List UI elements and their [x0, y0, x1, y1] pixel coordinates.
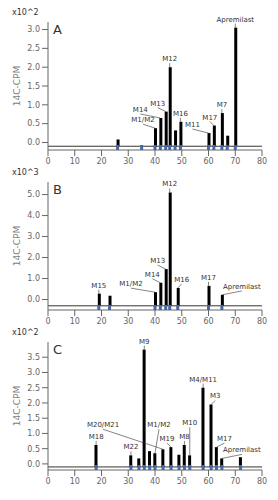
svg-text:M17: M17: [201, 274, 216, 282]
svg-text:20: 20: [96, 317, 106, 326]
html-text:x10^3: x10^3: [12, 168, 39, 177]
svg-text:M4/M11: M4/M11: [189, 376, 217, 384]
svg-text:50: 50: [177, 317, 187, 326]
svg-text:60: 60: [203, 157, 213, 166]
svg-text:M15: M15: [91, 282, 106, 290]
svg-text:1.0: 1.0: [27, 274, 40, 283]
svg-text:50: 50: [177, 477, 187, 486]
svg-text:40: 40: [150, 317, 160, 326]
svg-text:70: 70: [230, 477, 240, 486]
svg-text:50: 50: [177, 157, 187, 166]
svg-text:2.0: 2.0: [27, 253, 40, 262]
svg-text:M8: M8: [179, 433, 190, 441]
svg-text:M10: M10: [182, 419, 197, 427]
svg-text:70: 70: [230, 317, 240, 326]
html-text:A: A: [53, 22, 62, 37]
svg-text:2.0: 2.0: [27, 399, 40, 408]
svg-text:M9: M9: [139, 338, 150, 346]
svg-text:0.0: 0.0: [27, 460, 40, 469]
svg-text:M22: M22: [123, 443, 138, 451]
svg-text:40: 40: [150, 477, 160, 486]
svg-text:10: 10: [70, 477, 80, 486]
svg-text:40: 40: [150, 157, 160, 166]
svg-text:3.0: 3.0: [27, 25, 40, 34]
svg-text:2.5: 2.5: [27, 44, 40, 53]
svg-text:M17: M17: [217, 435, 232, 443]
svg-text:20: 20: [96, 157, 106, 166]
svg-text:M1/M2: M1/M2: [131, 116, 154, 124]
svg-text:M17: M17: [202, 114, 217, 122]
svg-text:0.5: 0.5: [27, 445, 40, 454]
svg-text:80: 80: [257, 317, 267, 326]
svg-text:20: 20: [96, 477, 106, 486]
svg-text:Apremilast: Apremilast: [223, 283, 261, 291]
svg-text:M20/M21: M20/M21: [87, 421, 119, 429]
svg-text:1.5: 1.5: [27, 82, 40, 91]
svg-text:80: 80: [257, 477, 267, 486]
svg-text:0.0: 0.0: [27, 295, 40, 304]
svg-text:3.0: 3.0: [27, 368, 40, 377]
svg-text:0: 0: [45, 317, 50, 326]
svg-text:14C-CPM: 14C-CPM: [12, 226, 22, 266]
svg-text:M16: M16: [174, 276, 189, 284]
svg-text:70: 70: [230, 157, 240, 166]
svg-text:1.5: 1.5: [27, 414, 40, 423]
svg-text:M7: M7: [217, 101, 228, 109]
html-text:x10^2: x10^2: [12, 8, 39, 17]
svg-text:14C-CPM: 14C-CPM: [12, 66, 22, 106]
svg-text:1.0: 1.0: [27, 429, 40, 438]
svg-text:M14: M14: [145, 271, 160, 279]
svg-text:30: 30: [123, 157, 133, 166]
svg-text:2.0: 2.0: [27, 63, 40, 72]
svg-text:14C-CPM: 14C-CPM: [12, 386, 22, 426]
svg-text:60: 60: [203, 477, 213, 486]
svg-text:M19: M19: [160, 435, 175, 443]
svg-text:0.5: 0.5: [27, 119, 40, 128]
svg-text:M1/M2: M1/M2: [147, 421, 170, 429]
svg-text:M3: M3: [210, 392, 221, 400]
html-text:x10^2: x10^2: [12, 328, 39, 337]
html-text:B: B: [53, 182, 62, 197]
svg-text:M16: M16: [173, 110, 188, 118]
svg-text:3.0: 3.0: [27, 232, 40, 241]
svg-text:M13: M13: [150, 257, 165, 265]
svg-text:0: 0: [45, 157, 50, 166]
svg-text:M12: M12: [162, 180, 177, 188]
svg-text:10: 10: [70, 157, 80, 166]
svg-text:M1/M2: M1/M2: [119, 280, 142, 288]
svg-text:80: 80: [257, 157, 267, 166]
svg-text:4.0: 4.0: [27, 211, 40, 220]
svg-text:5.0: 5.0: [27, 190, 40, 199]
svg-text:0.0: 0.0: [27, 138, 40, 147]
svg-text:M11: M11: [185, 121, 200, 129]
svg-text:1.0: 1.0: [27, 101, 40, 110]
html-text:C: C: [53, 342, 63, 357]
svg-text:M18: M18: [89, 433, 104, 441]
svg-text:M12: M12: [162, 55, 177, 63]
svg-text:3.5: 3.5: [27, 353, 40, 362]
svg-text:M13: M13: [150, 100, 165, 108]
svg-text:10: 10: [70, 317, 80, 326]
svg-text:30: 30: [123, 477, 133, 486]
svg-text:M14: M14: [133, 106, 148, 114]
svg-text:Apremilast: Apremilast: [223, 446, 261, 454]
svg-text:Apremilast: Apremilast: [216, 16, 254, 24]
svg-text:30: 30: [123, 317, 133, 326]
svg-text:60: 60: [203, 317, 213, 326]
svg-text:2.5: 2.5: [27, 384, 40, 393]
svg-text:0: 0: [45, 477, 50, 486]
